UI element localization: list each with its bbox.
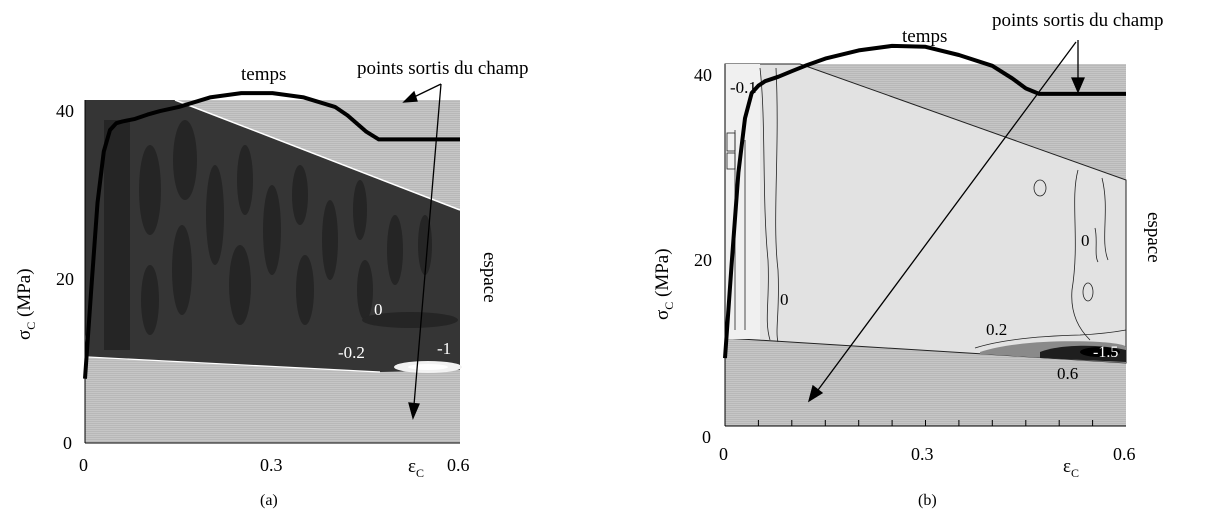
panel-b-espace-label: espace [1143,212,1164,263]
panel-a-espace-label: espace [479,252,500,303]
panel-b-ytick-0: 0 [702,427,711,447]
panel-b-points-out-label: points sortis du champ [992,10,1164,31]
panel-a-xtick-0: 0 [79,455,88,475]
panel-a-darker-patches [104,120,458,350]
panel-a-xtick-06: 0.6 [447,455,470,475]
panel-b-stress-curve [723,43,1126,359]
panel-b-contour-label: -0.1 [730,78,757,97]
panel-a-x-label: εC [408,456,424,480]
panel-a-stress-curve [83,91,460,379]
panel-a-y-label: σC (MPa) [14,268,38,340]
panel-a: 40 20 0 0 0.3 0.6 εC σC (MPa) 0 -0.2 -1 … [14,58,529,509]
panel-b-contour-label: 0 [780,290,789,309]
panel-b-x-label: εC [1063,456,1079,480]
panel-a-contour-label: -1 [437,339,451,358]
panel-b-contour-label: 0.6 [1057,364,1078,383]
panel-b: 40 20 0 0 0.3 0.6 εC σC (MPa) -0.1 0 0 0… [652,10,1164,509]
panel-a-xtick-03: 0.3 [260,455,283,475]
panel-b-contour-label: -1.5 [1093,344,1118,361]
panel-b-contour-label: 0.2 [986,320,1007,339]
panel-a-contour-label: -0.2 [338,343,365,362]
panel-a-ytick-0: 0 [63,433,72,453]
panel-b-y-label: σC (MPa) [652,248,676,320]
panel-b-temps-label: temps [902,26,947,47]
panel-a-points-out-label: points sortis du champ [357,58,529,79]
panel-a-temps-label: temps [241,64,286,85]
panel-a-ytick-20: 20 [56,269,74,289]
panel-b-xtick-06: 0.6 [1113,444,1136,464]
panel-a-contour-label: 0 [374,300,383,319]
panel-b-ytick-40: 40 [694,65,712,85]
panel-a-ytick-40: 40 [56,101,74,121]
panel-a-arrows [402,83,442,420]
panel-b-xtick-0: 0 [719,444,728,464]
panel-b-caption: (b) [918,492,937,509]
panel-b-arrows [807,40,1085,403]
panel-a-caption: (a) [260,492,278,509]
panel-b-minor-ticks [757,420,1094,426]
panel-b-contour-label: 0 [1081,231,1090,250]
panel-b-ytick-20: 20 [694,250,712,270]
panel-b-xtick-03: 0.3 [911,444,934,464]
